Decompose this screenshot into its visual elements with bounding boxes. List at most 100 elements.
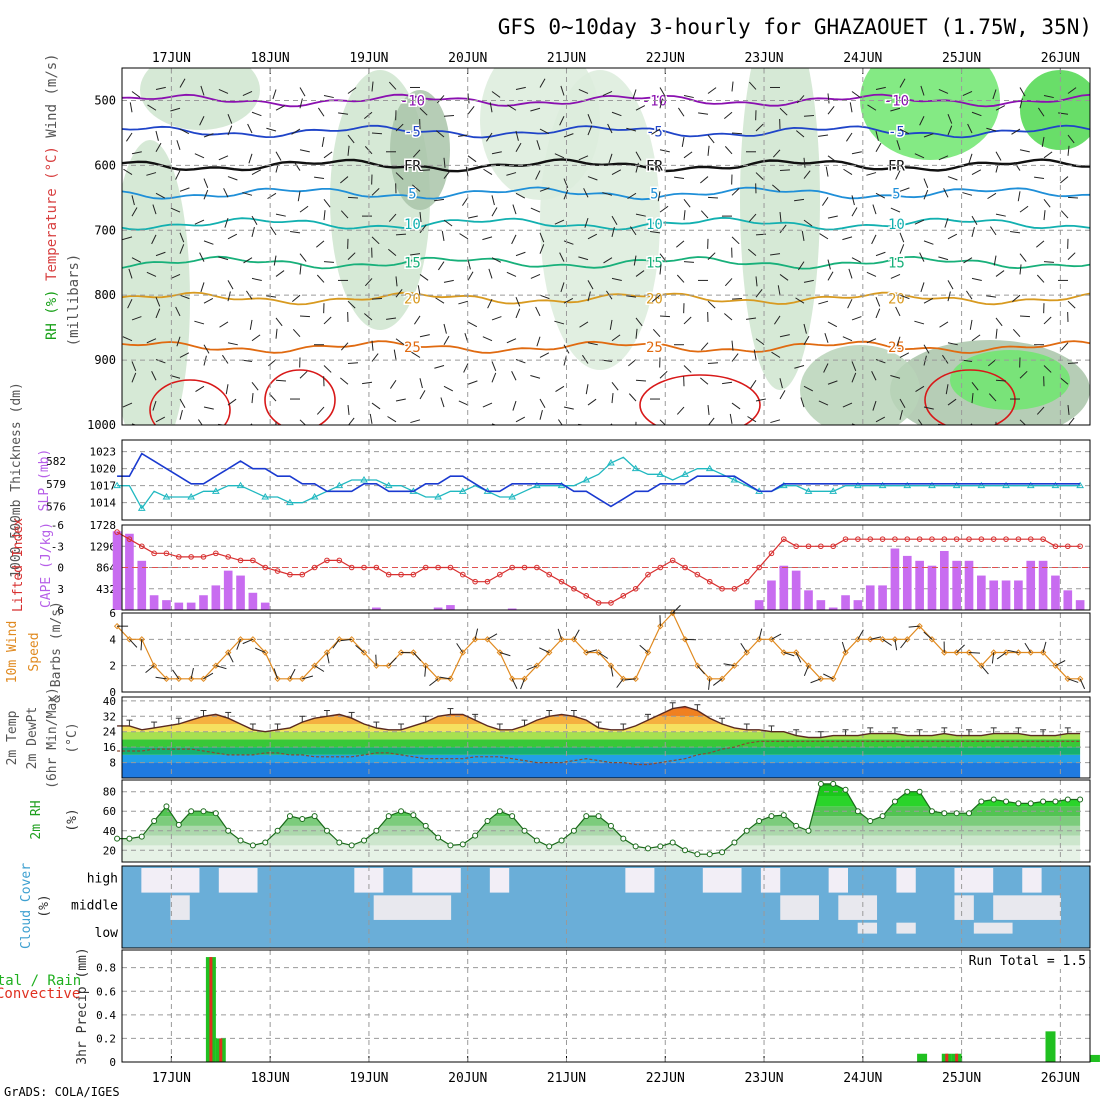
wind-barb <box>362 381 373 385</box>
wind-barb <box>947 176 958 181</box>
wind-barb <box>938 88 949 94</box>
slp-point <box>113 481 121 489</box>
wind-barb <box>779 274 789 281</box>
rh-point <box>879 813 886 820</box>
wind-barb <box>314 176 325 180</box>
isotherm-label: 5 <box>650 186 658 202</box>
wind-barb-10m <box>672 604 681 614</box>
rh-point <box>978 798 985 805</box>
wind-barb <box>347 252 356 260</box>
wind-barb <box>890 273 901 279</box>
wind-barb <box>338 112 349 115</box>
wind-barb <box>347 404 350 416</box>
wind-barb <box>203 178 209 189</box>
wind-barb <box>512 400 517 411</box>
lifted-index-point <box>385 571 392 578</box>
bottom-date-axis: 17JUN 18JUN 19JUN 20JUN 21JUN 22JUN 23JUN 24JUN… <box>152 1056 1080 1086</box>
wind-barb <box>131 316 142 321</box>
rh-point <box>546 843 553 850</box>
wind-barb <box>218 88 229 94</box>
cape-bar <box>939 550 949 610</box>
wind-barb <box>435 297 445 304</box>
wind-barb <box>515 359 526 364</box>
wind-barb <box>779 334 790 338</box>
wind-barb <box>347 417 355 425</box>
wind-barb <box>724 146 733 155</box>
slp-point <box>286 498 294 506</box>
wind-barb <box>323 210 326 221</box>
wind-barb <box>939 321 949 328</box>
wind-speed-point <box>1015 649 1022 656</box>
wind-barb <box>559 252 565 262</box>
wind-barb <box>491 372 497 383</box>
wind-barb <box>611 277 622 281</box>
wind-barb <box>947 125 953 136</box>
wind-barb <box>770 419 781 424</box>
wind-barb <box>755 123 764 132</box>
wind-barb <box>944 217 949 228</box>
wind-barb <box>491 207 498 217</box>
wind-barb <box>275 162 279 173</box>
panel-frame <box>121 779 1091 863</box>
rh-point <box>793 822 800 829</box>
wind-barb <box>563 406 574 410</box>
wind-barb <box>146 271 157 277</box>
lifted-index-point <box>706 578 713 585</box>
wind-barb <box>611 334 621 342</box>
wind-barb <box>803 115 815 117</box>
wind-barb <box>293 161 301 171</box>
wind-barb <box>890 375 901 379</box>
wind-barb <box>122 336 133 342</box>
wind-barb <box>1043 261 1055 263</box>
cape-bar <box>137 560 147 610</box>
wind-barb <box>324 427 334 428</box>
wind-barb <box>440 428 444 437</box>
wind-barb <box>683 199 691 208</box>
lifted-index-point <box>151 550 157 557</box>
precip-convective-bar <box>945 1053 949 1062</box>
wind-barb <box>251 393 254 404</box>
cape-bar <box>828 607 838 610</box>
wind-barb <box>179 128 190 135</box>
temp-ylabel-part: 2m DewPt <box>25 707 40 770</box>
cloud-clear-patch <box>857 922 878 934</box>
wind-barb <box>674 176 685 180</box>
wind-barb <box>292 328 301 338</box>
cape-bar <box>1026 560 1036 610</box>
wind-barb <box>155 416 166 423</box>
wind-barb <box>179 187 190 192</box>
wind-barb <box>155 192 166 199</box>
precip-convective-bar <box>209 957 213 1062</box>
wind-barb <box>243 257 253 264</box>
wind-speed-point <box>854 636 862 643</box>
wind-barb <box>491 361 497 371</box>
lifted-index-point <box>669 557 676 564</box>
wind-barb <box>801 230 805 241</box>
wind-barb <box>899 187 910 192</box>
wind-barb <box>875 130 879 141</box>
lifted-index-point <box>743 578 750 585</box>
cloud-ylabel: Cloud Cover <box>19 863 34 949</box>
wind-barb <box>467 380 478 385</box>
wind-barb <box>579 321 589 328</box>
lifted-index-point <box>138 543 145 550</box>
wind-barb <box>827 215 838 219</box>
wind-barb <box>803 170 811 179</box>
cloud-clear-patch <box>838 895 878 920</box>
rh-ylabel: 2m RH <box>29 800 44 839</box>
lifted-index-point <box>459 571 466 578</box>
wind-barb-10m <box>740 643 748 653</box>
isotherm-label: -10 <box>400 93 425 109</box>
wind-barb <box>777 285 781 296</box>
wind-barb <box>676 240 685 248</box>
slp-point <box>187 493 196 500</box>
rh-band <box>122 796 1081 807</box>
rh-point <box>632 843 639 850</box>
wind-barb <box>340 377 349 385</box>
wind-barb <box>436 95 445 104</box>
wind-speed-point <box>644 649 652 656</box>
wind-barb <box>919 116 925 126</box>
pressure-tick-label: 900 <box>94 353 116 367</box>
wind-barb <box>796 95 805 104</box>
wind-barb <box>506 338 517 344</box>
